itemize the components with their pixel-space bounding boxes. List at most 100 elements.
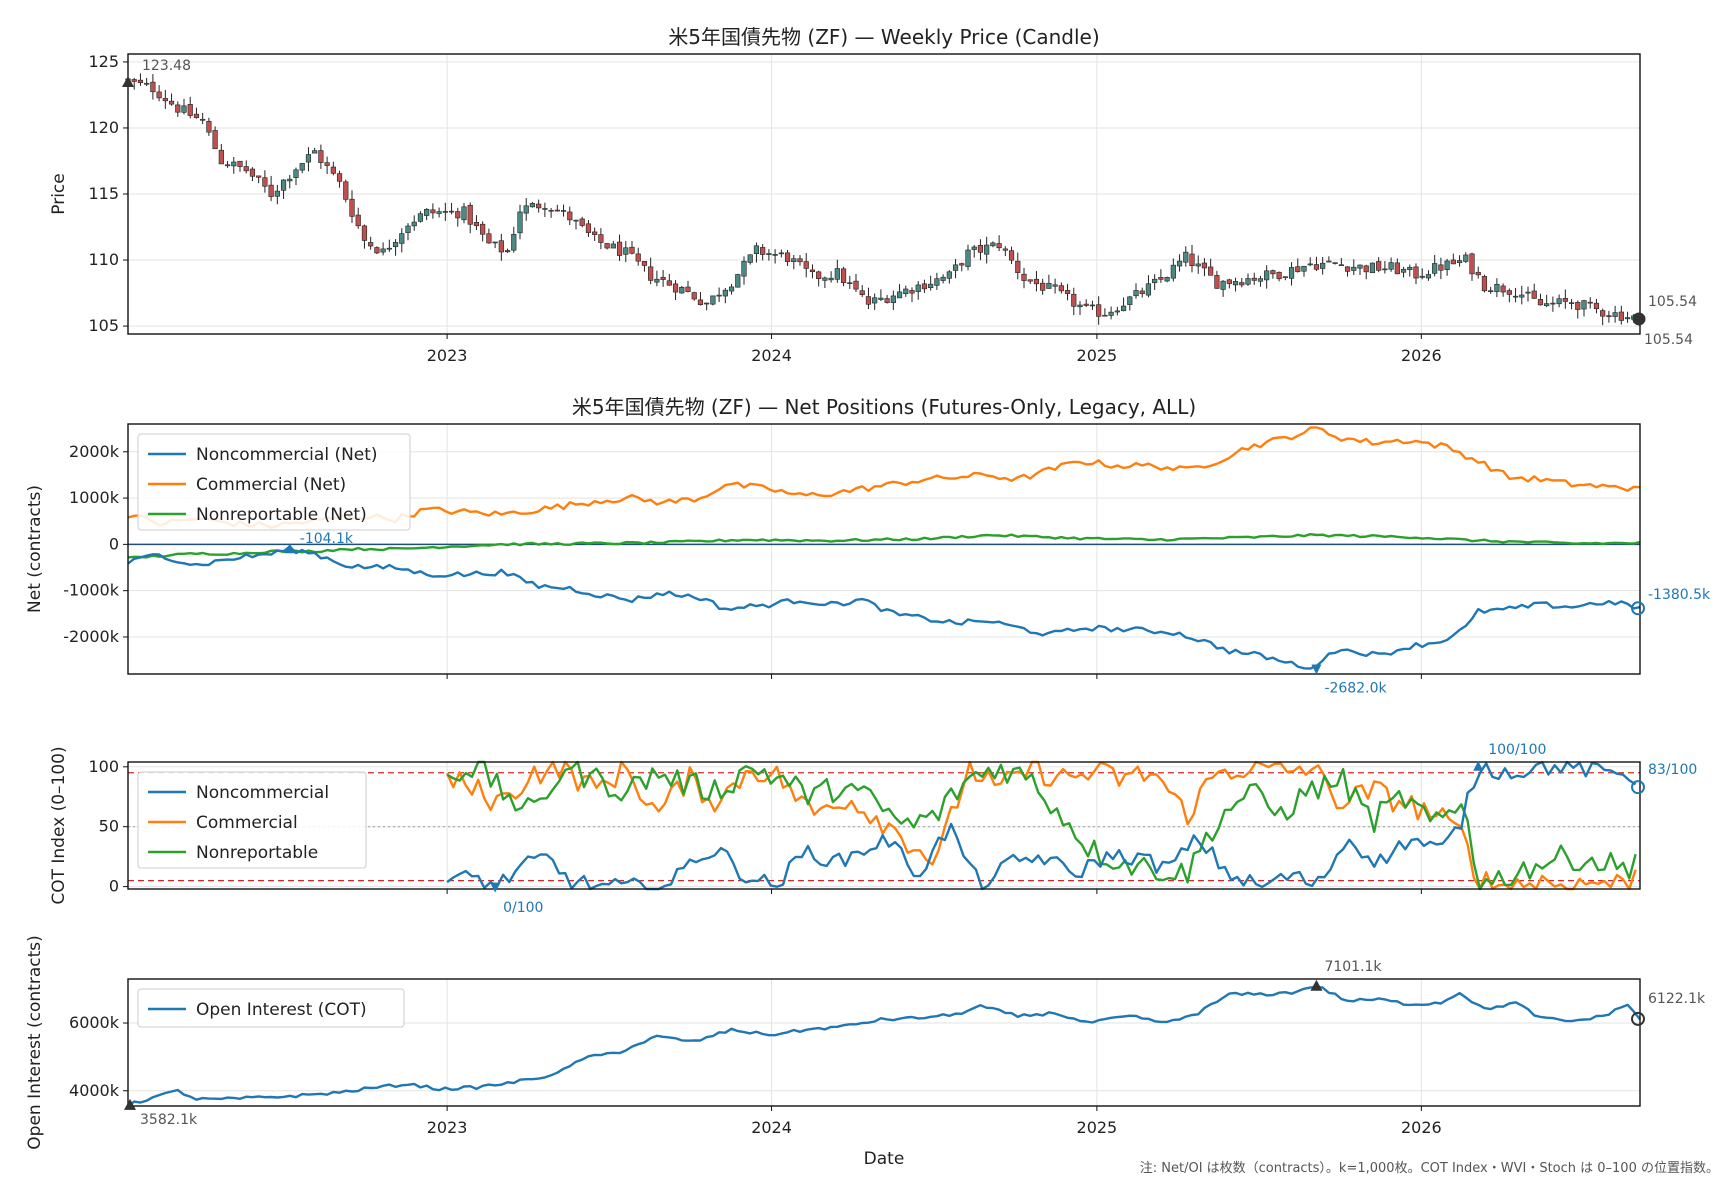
- candle-body: [243, 166, 249, 172]
- candle-body: [249, 168, 256, 177]
- candle-body: [1494, 283, 1500, 292]
- series-line-nonreportable: [446, 760, 1637, 891]
- candle-body: [753, 245, 760, 254]
- y-axis-label: Net (contracts): [25, 485, 45, 613]
- candle-body: [368, 242, 374, 247]
- candle-body: [971, 246, 977, 250]
- candle-body: [212, 130, 218, 150]
- candle-body: [504, 250, 511, 253]
- candle-body: [853, 280, 859, 290]
- candle-body: [722, 289, 728, 297]
- candle-body: [959, 263, 965, 266]
- candle-body: [1338, 264, 1344, 267]
- candle-body: [262, 177, 268, 187]
- candle-body: [610, 243, 616, 249]
- first-close-marker: [122, 76, 134, 87]
- max-marker: [1473, 760, 1484, 771]
- candle-body: [156, 91, 162, 99]
- candle-body: [1357, 264, 1363, 269]
- candle-body: [1351, 266, 1357, 271]
- candle-body: [268, 184, 274, 197]
- candle-body: [1127, 296, 1133, 305]
- candle-body: [1575, 302, 1581, 310]
- min-marker: [124, 1098, 136, 1110]
- candle-body: [1058, 285, 1064, 292]
- candle-body: [828, 277, 834, 281]
- candle-body: [523, 205, 529, 214]
- candle-body: [455, 211, 461, 219]
- candle-body: [498, 240, 504, 253]
- x-tick-label: 2023: [427, 346, 468, 365]
- candle-body: [1046, 282, 1052, 289]
- candle-body: [946, 271, 952, 279]
- legend-label-oi: Open Interest (COT): [196, 1000, 367, 1020]
- footnote: 注: Net/OI は枚数（contracts）。k=1,000枚。COT In…: [1140, 1161, 1719, 1176]
- candle-body: [318, 150, 324, 163]
- candle-body: [1270, 270, 1276, 275]
- max-label: -104.1k: [300, 531, 354, 547]
- y-tick-label: -1000k: [63, 581, 119, 600]
- panel-title: 米5年国債先物 (ZF) — Net Positions (Futures-On…: [572, 395, 1196, 419]
- y-tick-label: 4000k: [69, 1081, 120, 1100]
- candle-body: [766, 253, 772, 255]
- y-tick-label: 125: [88, 52, 119, 71]
- candle-body: [984, 244, 990, 255]
- candle-body: [312, 150, 318, 154]
- candle-body: [492, 241, 498, 244]
- candle-body: [1376, 261, 1382, 271]
- candle-body: [909, 290, 915, 294]
- candle-body: [1568, 302, 1575, 304]
- candle-body: [1537, 299, 1544, 306]
- candle-body: [231, 161, 237, 167]
- candle-body: [934, 278, 940, 286]
- candle-body: [567, 211, 573, 221]
- candle-body: [1282, 276, 1288, 278]
- candle-body: [1438, 264, 1444, 271]
- candle-body: [193, 113, 200, 118]
- candle-body: [137, 79, 144, 84]
- candle-body: [200, 118, 206, 121]
- candle-body: [1388, 262, 1394, 270]
- candle-body: [1021, 273, 1027, 281]
- candle-body: [1313, 264, 1320, 270]
- legend-label-nonreportable: Nonreportable: [196, 843, 318, 863]
- candle-body: [131, 79, 137, 82]
- candle-body: [1214, 275, 1220, 289]
- candle-body: [144, 82, 150, 85]
- candle-body: [641, 261, 648, 266]
- candle-body: [928, 283, 934, 289]
- cot-index-panel: 0 50 100 COT Index (0–100) Noncommercial Comm…: [49, 742, 1697, 916]
- min-marker: [1311, 664, 1322, 675]
- legend-box: [137, 988, 405, 1028]
- candle-body: [965, 249, 971, 267]
- candle-body: [1251, 277, 1257, 281]
- candle-body: [1002, 248, 1008, 251]
- y-tick-label: 100: [88, 757, 119, 776]
- x-tick-label: 2024: [751, 346, 792, 365]
- candle-body: [728, 286, 735, 292]
- candle-body: [1264, 270, 1270, 281]
- candle-body: [548, 209, 554, 212]
- candle-body: [361, 225, 368, 241]
- candle-body: [660, 276, 666, 280]
- candle-body: [679, 286, 685, 294]
- candle-body: [299, 163, 305, 171]
- min-label: -2682.0k: [1324, 681, 1387, 697]
- plot-frame: [127, 761, 1641, 890]
- candle-body: [1544, 303, 1550, 307]
- candle-body: [760, 247, 766, 255]
- first-close-label: 123.48: [142, 58, 191, 74]
- candle-body: [1519, 294, 1525, 298]
- candle-body: [797, 258, 803, 263]
- candle-body: [374, 247, 380, 254]
- candle-body: [834, 268, 840, 280]
- candle-body: [293, 169, 299, 178]
- candle-body: [648, 266, 654, 281]
- x-tick-label: 2025: [1077, 346, 1118, 365]
- candle-body: [573, 219, 579, 222]
- candle-body: [1195, 263, 1201, 267]
- candle-body: [1469, 253, 1475, 275]
- x-tick-label: 2026: [1401, 346, 1442, 365]
- candle-body: [1114, 310, 1120, 313]
- candle-body: [1015, 260, 1021, 273]
